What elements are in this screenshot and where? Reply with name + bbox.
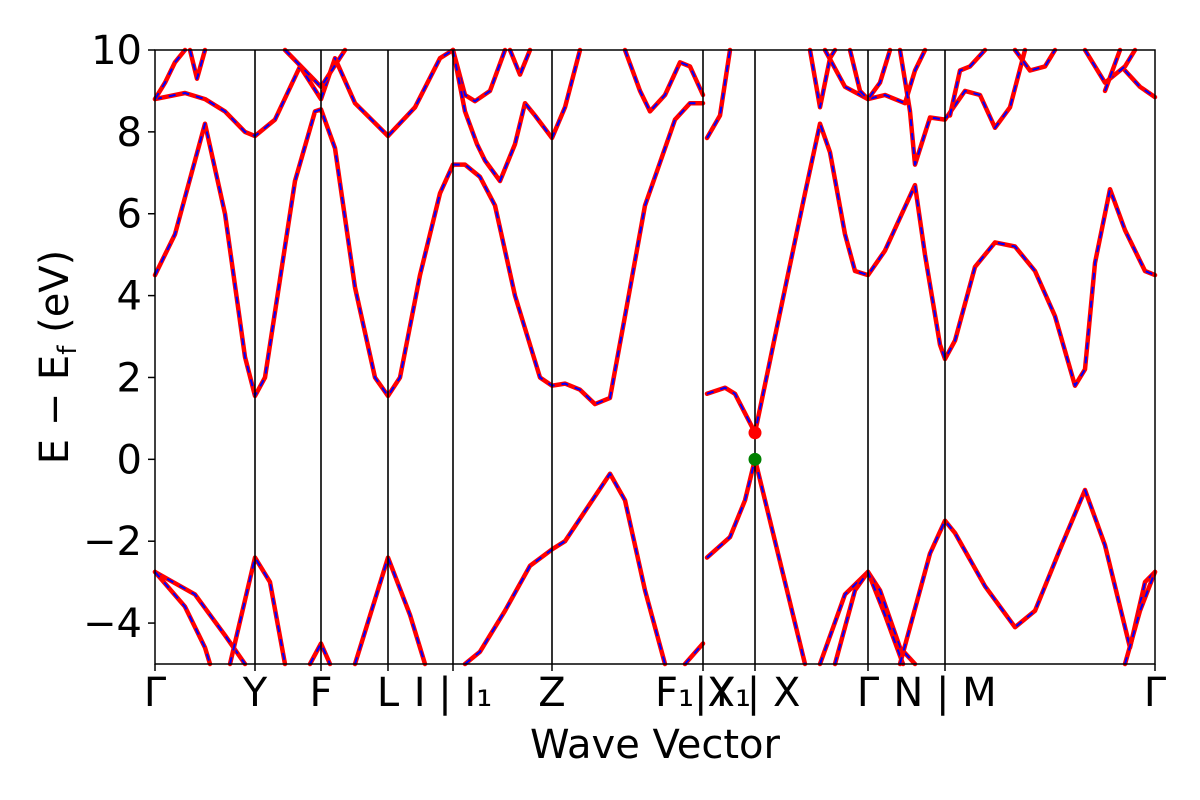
bands-layer: [152, 47, 1158, 667]
y-tick-label: −2: [83, 519, 142, 565]
band-c9-solid: [507, 47, 533, 77]
y-axis-label-main: E − E: [32, 355, 78, 465]
band-v7-dashed: [684, 642, 704, 665]
band-c4-dashed: [154, 49, 186, 100]
x-tick-label: L: [377, 670, 400, 716]
band-v8-dashed: [706, 458, 806, 665]
x-tick-label: I | I₁: [414, 670, 493, 716]
band-c20-dashed: [1124, 69, 1156, 98]
plot-frame: [154, 49, 1156, 665]
band-v6-solid: [462, 471, 668, 667]
band-v5-solid: [352, 555, 428, 667]
y-tick-label: 4: [117, 274, 142, 320]
kpoint-lines: [254, 50, 946, 664]
x-tick-label: F₁|X₁: [655, 670, 751, 716]
band-c11-dashed: [706, 49, 731, 139]
x-tick-label: Z: [538, 670, 565, 716]
y-axis-label-sub: f: [53, 345, 83, 355]
band-c2-solid: [704, 121, 1158, 435]
band-c11-solid: [704, 47, 733, 141]
x-tick-label: Γ: [144, 670, 167, 716]
band-v12-dashed: [1124, 571, 1156, 665]
extremum-markers: [748, 426, 762, 466]
y-tick-label: 6: [117, 192, 142, 238]
y-axis-label: E − Ef (eV): [32, 250, 83, 465]
x-tick-label: N | M: [893, 670, 996, 716]
x-tick-label: Y: [242, 670, 268, 716]
x-tick-label: F: [309, 670, 332, 716]
marker-vbm: [748, 452, 762, 466]
band-v5-dashed: [354, 556, 426, 665]
marker-cbm: [748, 426, 762, 440]
y-tick-label: 10: [91, 28, 142, 74]
band-v6-dashed: [464, 472, 666, 665]
y-tick-label: 8: [117, 110, 142, 156]
band-v11-dashed: [899, 489, 1156, 665]
band-v8-solid: [704, 457, 808, 667]
x-axis-label: Wave Vector: [530, 722, 781, 768]
band-c1-solid: [152, 100, 706, 407]
x-tick-label: Y | X: [709, 670, 801, 716]
y-axis-label-unit: (eV): [32, 250, 78, 346]
band-c8-dashed: [452, 49, 581, 182]
band-c19-solid: [1102, 47, 1123, 94]
x-tick-label: Γ: [1144, 670, 1167, 716]
band-c17-dashed: [1014, 49, 1056, 72]
band-c15-dashed: [899, 49, 1026, 166]
band-c13-dashed: [824, 49, 926, 105]
band-c1-dashed: [154, 102, 703, 406]
band-c2-dashed: [706, 122, 1156, 434]
band-c9-dashed: [509, 49, 531, 76]
band-v3-solid: [227, 555, 288, 667]
band-c16-solid: [947, 47, 988, 118]
y-tick-label: 0: [117, 437, 142, 483]
band-c10-dashed: [624, 49, 704, 113]
band-c5-dashed: [189, 49, 206, 80]
band-c12-dashed: [809, 49, 836, 109]
band-c6-dashed: [284, 49, 346, 88]
band-v2-dashed: [154, 571, 211, 665]
y-tick-label: −4: [83, 601, 142, 647]
band-c14-dashed: [849, 49, 891, 101]
band-c18-dashed: [1084, 49, 1136, 84]
y-axis-ticks: −4 −2 0 2 4 6 8 10: [83, 28, 155, 647]
band-v10-solid: [832, 569, 906, 667]
y-tick-label: 2: [117, 355, 142, 401]
band-v11-solid: [897, 487, 1158, 667]
x-tick-label: Γ: [857, 670, 880, 716]
